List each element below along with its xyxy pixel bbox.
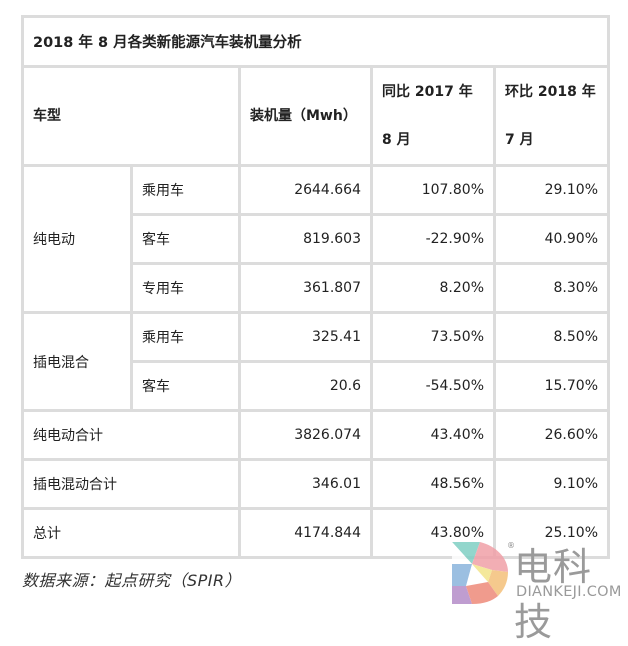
total-row: 纯电动合计 3826.074 43.40% 26.60%: [21, 409, 610, 461]
capacity-value: 819.603: [238, 213, 373, 265]
table-title: 2018 年 8 月各类新能源汽车装机量分析: [21, 15, 610, 68]
sub-type: 专用车: [130, 262, 241, 314]
sub-type: 乘用车: [130, 311, 241, 363]
group-label: 插电混合: [21, 311, 133, 412]
sub-type: 客车: [130, 213, 241, 265]
yoy-value: -54.50%: [370, 360, 496, 412]
diankeji-logo-icon: [452, 542, 508, 604]
header-capacity: 装机量（Mwh）: [238, 65, 373, 167]
capacity-value: 4174.844: [238, 507, 373, 559]
header-mom: 环比 2018 年 7 月: [493, 65, 610, 167]
watermark: ® 电科技 DIANKEJI.COM: [452, 540, 628, 644]
yoy-value: -22.90%: [370, 213, 496, 265]
table-row: 插电混合 乘用车 325.41 73.50% 8.50%: [21, 311, 610, 412]
table-row: 客车 819.603 -22.90% 40.90%: [23, 213, 610, 265]
table-row: 纯电动 乘用车 2644.664 107.80% 29.10%: [21, 164, 610, 314]
capacity-value: 346.01: [238, 458, 373, 510]
yoy-value: 8.20%: [370, 262, 496, 314]
sub-type: 乘用车: [130, 164, 241, 216]
sub-type: 客车: [130, 360, 241, 412]
mom-value: 40.90%: [493, 213, 610, 265]
header-type: 车型: [21, 65, 241, 167]
capacity-table: 2018 年 8 月各类新能源汽车装机量分析 车型 装机量（Mwh） 同比 20…: [21, 15, 610, 559]
mom-value: 8.30%: [493, 262, 610, 314]
yoy-value: 107.80%: [370, 164, 496, 216]
header-yoy: 同比 2017 年 8 月: [370, 65, 496, 167]
capacity-value: 2644.664: [238, 164, 373, 216]
total-row: 插电混动合计 346.01 48.56% 9.10%: [21, 458, 610, 510]
group-label: 纯电动: [21, 164, 133, 314]
table-row: 专用车 361.807 8.20% 8.30%: [23, 262, 610, 314]
capacity-value: 20.6: [238, 360, 373, 412]
total-label: 总计: [21, 507, 241, 559]
yoy-value: 73.50%: [370, 311, 496, 363]
total-label: 纯电动合计: [21, 409, 241, 461]
capacity-value: 361.807: [238, 262, 373, 314]
yoy-value: 43.40%: [370, 409, 496, 461]
registered-mark: ®: [507, 541, 515, 550]
mom-value: 15.70%: [493, 360, 610, 412]
mom-value: 25.10%: [493, 507, 610, 559]
table-row: 客车 20.6 -54.50% 15.70%: [23, 360, 610, 412]
mom-value: 26.60%: [493, 409, 610, 461]
capacity-value: 325.41: [238, 311, 373, 363]
mom-value: 29.10%: [493, 164, 610, 216]
total-label: 插电混动合计: [21, 458, 241, 510]
watermark-domain: DIANKEJI.COM: [516, 584, 622, 600]
source-caption: 数据来源：起点研究（SPIR）: [22, 571, 242, 590]
capacity-value: 3826.074: [238, 409, 373, 461]
yoy-value: 48.56%: [370, 458, 496, 510]
mom-value: 8.50%: [493, 311, 610, 363]
mom-value: 9.10%: [493, 458, 610, 510]
